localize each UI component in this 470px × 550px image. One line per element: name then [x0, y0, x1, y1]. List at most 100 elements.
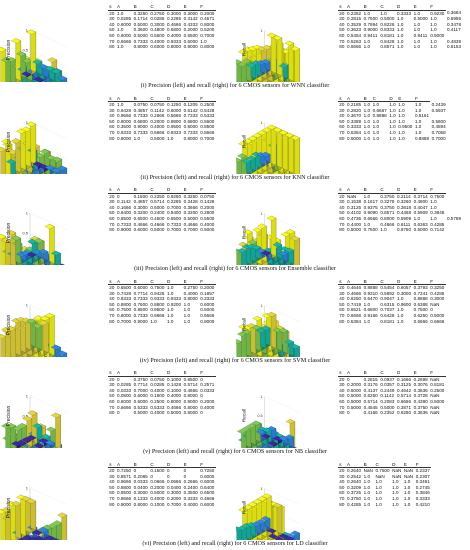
- table-header-cell: E: [182, 187, 199, 194]
- table-cell: 0.8428: [380, 38, 395, 44]
- table-row: 30 0.1538 0.1617 0.3278 0.3260 0.4800 1.0: [338, 199, 462, 205]
- table-cell: 0.8181: [430, 382, 445, 388]
- table-cell: 1.0: [396, 21, 404, 27]
- table-cell: 1.0: [396, 32, 404, 38]
- table-cell: 20: [109, 193, 115, 199]
- table-cell: 1.0: [403, 490, 411, 496]
- table-cell: 0.4390: [413, 398, 428, 404]
- table-cell: 0.2000: [183, 27, 198, 33]
- precision-z-tick: 0.5: [22, 230, 28, 235]
- table-cell: 60: [339, 32, 345, 38]
- table-cell: 1.0: [396, 318, 404, 324]
- recall-sensor-tick: A: [266, 437, 269, 441]
- table-cell: 0.9428: [150, 290, 165, 296]
- recall-table: s A B C D E F 20 0.2185 1.0 1.0 1.0 1.0 1.0 0.2439 30 0.…: [338, 95, 447, 142]
- table-cell: 0.3750: [347, 496, 362, 502]
- table-cell: 40: [109, 296, 115, 302]
- table-cell: 20: [339, 10, 345, 16]
- precision-bar: [38, 526, 49, 532]
- table-cell: 0.8000: [183, 135, 198, 141]
- recall-sensor-tick: A: [266, 163, 269, 167]
- precision-z-label: Precision: [6, 40, 12, 61]
- table-cell: 0.6428: [380, 313, 395, 319]
- figure-caption: (vi) Precision (left) and recall (right)…: [142, 539, 328, 547]
- table-cell: 0.6666: [117, 38, 132, 44]
- table-cell: 0.5000: [413, 16, 428, 22]
- recall-table: s A B C D E F 20 0.2352 1.0 1.0 0.3333 1.0 0.9230 0.36…: [338, 4, 462, 50]
- recall-bar: [246, 423, 257, 429]
- precision-bar: [32, 322, 43, 328]
- table-header-cell: B: [132, 370, 150, 377]
- table-row: 40 0.8333 0.7333 0.9333 0.9333 0.8000 0.3333: [108, 296, 216, 302]
- recall-sensor-label: Sensor: [270, 81, 285, 82]
- table-cell: 0.4666: [200, 496, 215, 502]
- table-header-cell: s: [338, 95, 346, 103]
- table-cell: 80: [339, 318, 345, 324]
- table-cell: 0.4000: [183, 501, 198, 507]
- table-cell: 0.6000: [183, 38, 198, 44]
- table-cell: 0.2640: [347, 468, 362, 474]
- precision-table-wrap: s A B C D E F 20 0.7250 0 0.1500 0 0 0.7250 30 0.8571 0.…: [108, 461, 216, 508]
- table-cell: 0.9000: [133, 318, 148, 324]
- table-row: 50 0.3209 1.0 1.0 1.0 1.0 0.2745: [338, 485, 431, 491]
- precision-bar: [21, 71, 32, 77]
- table-row: 60 0.6000 0.6000 0.2500 0.8000 0.9000 0.2000: [108, 399, 216, 405]
- table-cell: 0.7000: [183, 227, 198, 233]
- table-row: 60 0.5000 0.5714 0.2083 0.6666 0.4390 0.5000: [338, 399, 446, 405]
- recall-bar: [278, 63, 289, 69]
- table-cell: 0.5000: [347, 393, 362, 399]
- recall-bar-chart: 00.51ABCDEF20304050607080RecallSensorTra…: [236, 303, 301, 357]
- table-cell: 0.9500: [398, 124, 413, 130]
- recall-bar: [247, 501, 258, 507]
- table-cell: 1.0: [117, 27, 124, 33]
- table-cell: 0.7500: [363, 16, 378, 22]
- table-cell: 0.7333: [183, 113, 198, 119]
- table-cell: 1.0: [363, 124, 371, 130]
- table-cell: 0.2400: [150, 210, 165, 216]
- table-cell: NaN: [392, 468, 402, 474]
- precision-bar: [40, 433, 51, 439]
- precision-z-label: Precision: [6, 314, 12, 335]
- table-row: 70 0.5384 1.0 1.0 1.0 1.0 1.0 0.7058: [338, 130, 447, 136]
- table-cell: 0.0750: [150, 102, 165, 108]
- table-cell: 0.9666: [117, 113, 132, 119]
- table-cell: 0.8000: [183, 296, 198, 302]
- precision-table: s A B C D E F 20 0.6500 0.6000 0.7500 1.0 0.2750 0.20…: [108, 278, 216, 325]
- table-cell: 0.9428: [117, 107, 132, 113]
- table-cell: 30: [339, 16, 345, 22]
- recall-sensor-label: Sensor: [270, 264, 285, 265]
- table-cell: 0.2000: [200, 204, 215, 210]
- precision-bar: [52, 520, 63, 526]
- recall-bar: [280, 232, 291, 237]
- precision-bar: [20, 128, 26, 170]
- table-cell: 0.5000: [150, 490, 165, 496]
- table-cell: 0.6667: [372, 107, 387, 113]
- table-cell: 0.6000: [150, 44, 165, 50]
- table-cell: 0: [133, 468, 137, 474]
- table-cell: 0.2083: [380, 398, 395, 404]
- recall-sensor-tick: C: [278, 77, 281, 81]
- table-row: 70 0.4400 1.0 0.4666 0.6111 0.6363 0.4285: [338, 222, 462, 228]
- table-cell: 0.8000: [200, 44, 215, 50]
- table-cell: 0.5000: [430, 313, 445, 319]
- table-row: 20 0.2185 1.0 1.0 1.0 1.0 1.0 0.2439: [338, 102, 447, 108]
- recall-bar: [294, 134, 300, 174]
- table-cell: 1.0: [363, 221, 371, 227]
- table-cell: 1.0: [430, 215, 437, 221]
- table-cell: 0.1142: [150, 107, 165, 113]
- table-header-cell: E: [412, 278, 429, 286]
- table-cell: 0.2500: [430, 387, 445, 393]
- precision-table-wrap: s A B C D E F 20 0 0.1500 0.2250 0.9250 0.3250 0.0750…: [108, 187, 216, 233]
- table-cell: 0.3666: [183, 204, 198, 210]
- table-cell: 40: [339, 113, 345, 119]
- table-cell: 1.0: [413, 21, 421, 27]
- table-cell: 0.4000: [150, 124, 165, 130]
- table-cell: 1.0: [363, 193, 371, 199]
- table-cell: 0.5142: [183, 107, 198, 113]
- precision-sensor-tick: A: [32, 438, 35, 443]
- table-header-cell: B: [362, 187, 380, 194]
- table-cell: 0.8750: [396, 227, 412, 233]
- table-cell: 0.6666: [430, 318, 445, 324]
- table-cell: 0.9411: [413, 32, 428, 38]
- table-row: 80 0.9000 0.8000 0.1000 0.7000 0.4000 0.6000: [108, 502, 216, 508]
